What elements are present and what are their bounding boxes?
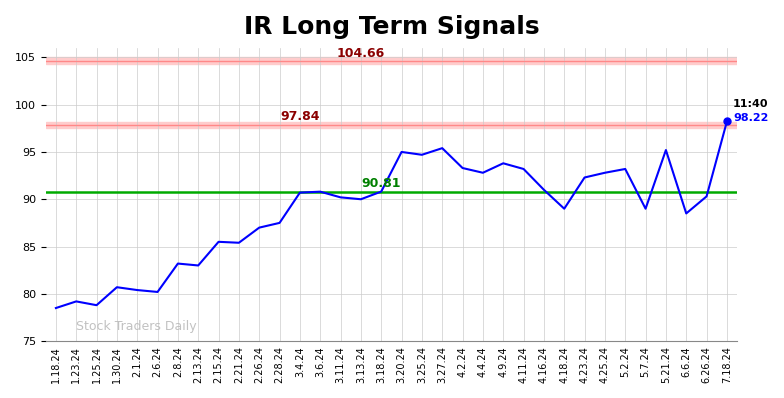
Bar bbox=[45, 122, 737, 129]
Title: IR Long Term Signals: IR Long Term Signals bbox=[244, 15, 539, 39]
Text: 90.81: 90.81 bbox=[361, 177, 401, 190]
Text: 98.22: 98.22 bbox=[733, 113, 768, 123]
Text: Stock Traders Daily: Stock Traders Daily bbox=[76, 320, 197, 333]
Text: 11:40: 11:40 bbox=[733, 99, 768, 109]
Text: 104.66: 104.66 bbox=[337, 47, 385, 60]
Text: 97.84: 97.84 bbox=[280, 110, 320, 123]
Bar bbox=[45, 57, 737, 64]
